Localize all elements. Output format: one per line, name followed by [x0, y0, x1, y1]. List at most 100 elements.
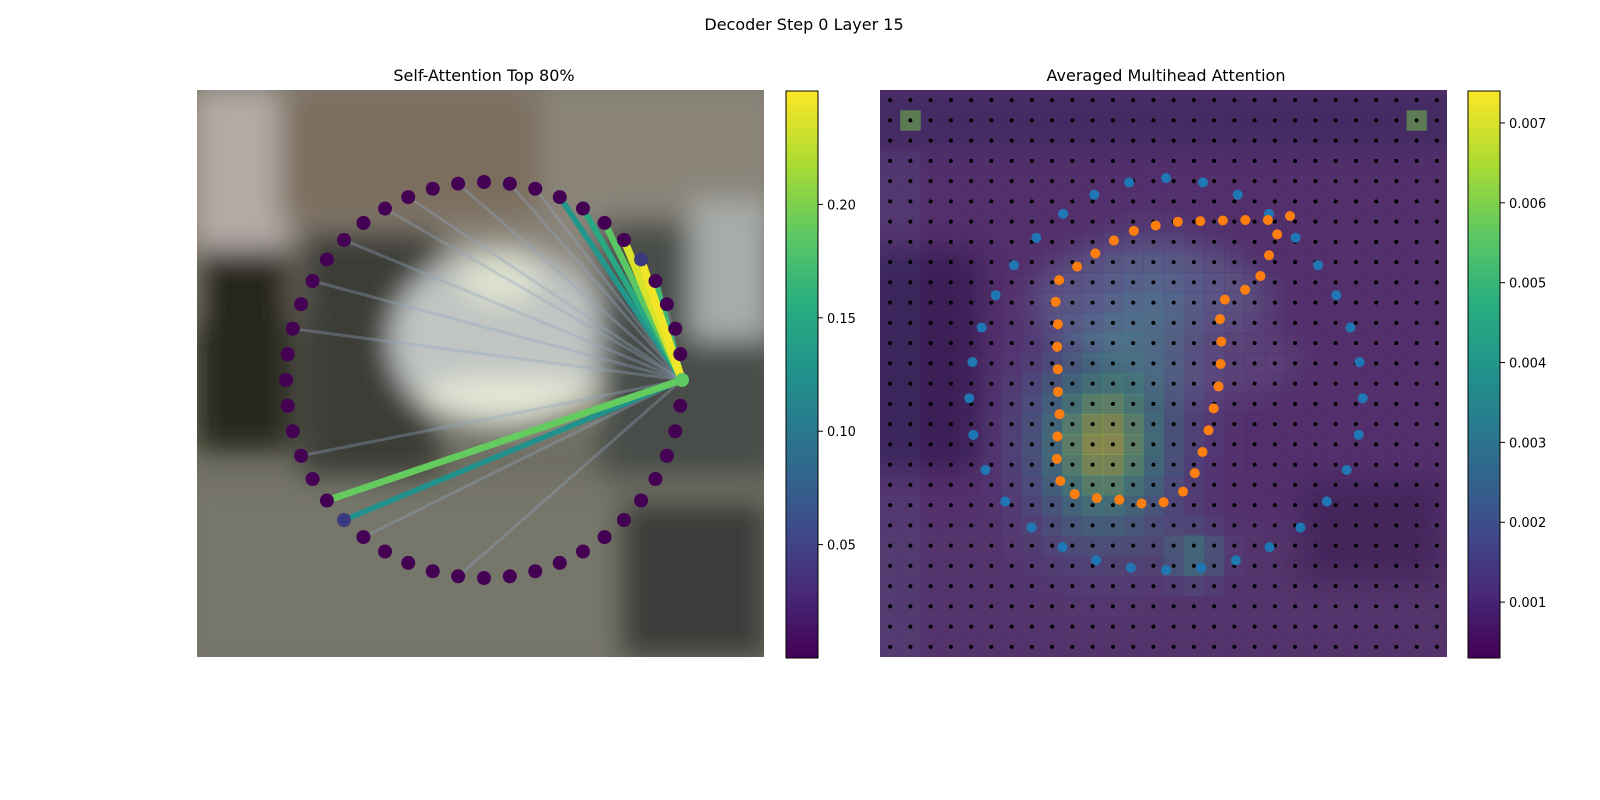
grid-point: [1313, 158, 1318, 163]
grid-point: [1232, 503, 1237, 508]
grid-point: [1070, 604, 1075, 609]
grid-point: [1009, 118, 1014, 123]
attention-node: [576, 544, 590, 559]
self-attention-panel: Self-Attention Top 80%: [197, 66, 764, 657]
grid-point: [1374, 624, 1379, 629]
grid-point: [1050, 179, 1055, 184]
grid-point: [1272, 158, 1277, 163]
grid-point: [908, 644, 913, 649]
grid-point: [1191, 422, 1196, 427]
inner-contour-point: [1285, 211, 1295, 221]
grid-point: [1414, 138, 1419, 143]
grid-point: [1151, 98, 1156, 103]
grid-point: [1050, 482, 1055, 487]
grid-point: [1353, 138, 1358, 143]
grid-point: [1374, 442, 1379, 447]
grid-point: [1212, 624, 1217, 629]
outer-ring-point: [1196, 562, 1207, 573]
grid-point: [1394, 158, 1399, 163]
query-node: [675, 373, 689, 387]
grid-point: [1414, 523, 1419, 528]
inner-contour-point: [1215, 359, 1226, 370]
grid-point: [1009, 179, 1014, 184]
grid-point: [1029, 584, 1034, 589]
grid-point: [1110, 584, 1115, 589]
grid-point: [1293, 199, 1298, 204]
grid-point: [1394, 138, 1399, 143]
attention-node: [401, 190, 416, 205]
grid-point: [1414, 442, 1419, 447]
grid-point: [1212, 563, 1217, 568]
inner-contour-point: [1052, 341, 1063, 352]
grid-point: [928, 543, 933, 548]
inner-contour-point: [1272, 229, 1283, 240]
inner-contour-point: [1197, 446, 1208, 457]
outer-ring-point: [968, 429, 979, 440]
grid-point: [969, 219, 974, 224]
inner-contour-point: [1262, 215, 1273, 225]
inner-contour-point: [1219, 294, 1230, 305]
attention-node: [673, 398, 688, 413]
grid-point: [1009, 199, 1014, 204]
grid-point: [1252, 280, 1257, 285]
grid-point: [1131, 462, 1136, 467]
grid-point: [989, 118, 994, 123]
grid-point: [1151, 442, 1156, 447]
grid-point: [1333, 179, 1338, 184]
grid-point: [1272, 260, 1277, 265]
outer-ring-point: [1357, 393, 1368, 404]
outer-ring-point: [1230, 555, 1241, 566]
grid-point: [1110, 138, 1115, 143]
grid-point: [1191, 381, 1196, 386]
grid-point: [888, 280, 893, 285]
grid-point: [1232, 158, 1237, 163]
inner-contour-point: [1217, 215, 1228, 226]
grid-point: [1212, 442, 1217, 447]
grid-point: [1151, 543, 1156, 548]
grid-point: [1131, 341, 1136, 346]
outer-ring-point: [1008, 260, 1019, 271]
grid-point: [1131, 361, 1136, 366]
grid-point: [1151, 118, 1156, 123]
grid-point: [1374, 320, 1379, 325]
grid-point: [1232, 523, 1237, 528]
grid-point: [1191, 219, 1196, 224]
grid-point: [1333, 239, 1338, 244]
attention-node: [668, 321, 683, 336]
attention-node: [659, 448, 674, 463]
grid-point: [908, 401, 913, 406]
grid-point: [948, 118, 953, 123]
grid-point: [1293, 260, 1298, 265]
grid-point: [1353, 179, 1358, 184]
grid-point: [948, 260, 953, 265]
inner-contour-point: [1052, 431, 1063, 442]
grid-point: [1131, 624, 1136, 629]
grid-point: [1212, 260, 1217, 265]
grid-point: [1232, 341, 1237, 346]
grid-point: [1090, 361, 1095, 366]
grid-point: [1252, 422, 1257, 427]
grid-point: [1212, 280, 1217, 285]
inner-contour-point: [1158, 497, 1169, 508]
grid-point: [1232, 401, 1237, 406]
inner-contour-point: [1128, 225, 1139, 236]
inner-contour-point: [1054, 409, 1065, 420]
grid-point: [1171, 584, 1176, 589]
attention-node: [378, 201, 392, 216]
attention-node: [502, 176, 517, 191]
grid-point: [1151, 584, 1156, 589]
grid-point: [1131, 442, 1136, 447]
grid-point: [1090, 98, 1095, 103]
grid-point: [1151, 179, 1156, 184]
grid-point: [1313, 482, 1318, 487]
grid-point: [1050, 422, 1055, 427]
grid-point: [1191, 523, 1196, 528]
grid-point: [1090, 503, 1095, 508]
grid-point: [1252, 584, 1257, 589]
grid-point: [1131, 381, 1136, 386]
grid-point: [1353, 280, 1358, 285]
outer-ring-point: [1124, 177, 1135, 188]
grid-point: [989, 401, 994, 406]
grid-point: [1434, 260, 1439, 265]
grid-point: [1394, 584, 1399, 589]
